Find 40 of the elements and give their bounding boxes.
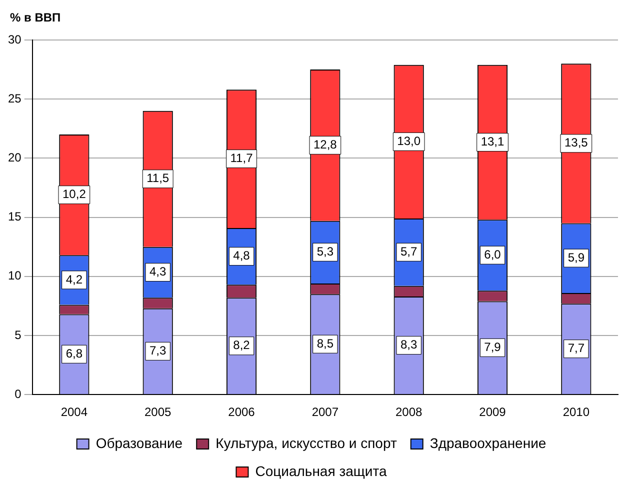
data-label: 8,3 <box>400 338 418 352</box>
data-label: 13,0 <box>397 134 421 148</box>
legend-label: Здравоохранение <box>430 434 546 451</box>
data-label: 5,7 <box>400 244 418 258</box>
y-tick-label: 10 <box>8 268 22 283</box>
data-label: 11,5 <box>146 171 170 186</box>
y-tick-label: 5 <box>14 328 22 342</box>
data-label: 6,0 <box>484 247 502 262</box>
y-tick-label: 0 <box>14 386 22 401</box>
legend-label: Образование <box>96 434 183 451</box>
x-tick-label: 2006 <box>228 405 256 420</box>
data-label: 13,5 <box>564 136 588 150</box>
data-label: 8,2 <box>233 338 250 352</box>
data-label: 11,7 <box>230 151 254 166</box>
x-tick-label: 2010 <box>562 405 590 420</box>
x-tick-label: 2009 <box>479 405 506 420</box>
x-tick-label: 2007 <box>312 405 339 420</box>
x-tick-label: 2004 <box>60 405 88 420</box>
data-label: 5,9 <box>568 250 585 264</box>
data-label: 7,9 <box>484 340 502 354</box>
x-tick-label: 2005 <box>144 405 172 420</box>
data-label: 8,5 <box>316 336 334 350</box>
data-label: 4,8 <box>233 248 250 263</box>
data-label: 10,2 <box>62 187 86 202</box>
y-tick-label: 30 <box>8 32 22 46</box>
legend-label: Культура, искусство и спорт <box>216 434 398 451</box>
data-label: 4,2 <box>66 272 83 286</box>
y-tick-label: 15 <box>8 210 22 224</box>
data-label: 7,3 <box>150 344 167 358</box>
y-tick-label: 25 <box>8 91 22 106</box>
legend-label: Социальная защита <box>255 462 387 479</box>
data-label: 6,8 <box>66 346 83 360</box>
y-tick-label: 20 <box>8 150 22 165</box>
y-axis-title: % в ВВП <box>10 10 61 24</box>
data-label: 12,8 <box>313 138 338 152</box>
data-label: 13,1 <box>480 134 505 149</box>
data-label: 5,3 <box>316 244 334 258</box>
data-label: 4,3 <box>150 264 167 279</box>
data-label: 7,7 <box>568 341 585 356</box>
x-tick-label: 2008 <box>395 405 423 420</box>
